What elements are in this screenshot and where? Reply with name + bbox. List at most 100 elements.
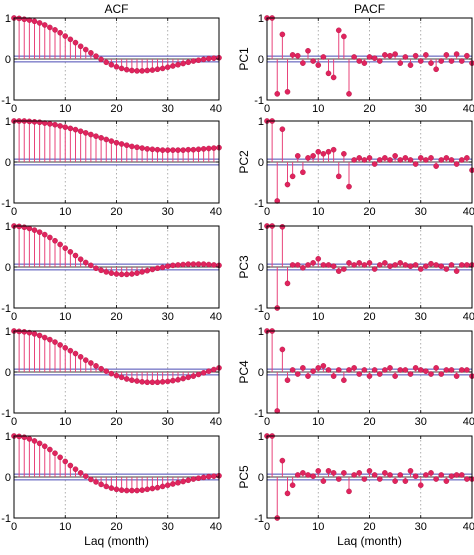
stem-marker [149, 67, 156, 73]
stem-marker [57, 342, 63, 348]
stem-marker [423, 263, 429, 269]
y-axis-label: PC3 [237, 255, 251, 279]
stem-marker [320, 262, 327, 268]
stem-marker [443, 52, 450, 58]
stem-marker [93, 53, 99, 59]
stem-marker [356, 470, 363, 476]
stem-marker [438, 58, 445, 64]
stem-marker [211, 145, 217, 151]
stem-marker [387, 472, 393, 478]
stem-marker [330, 373, 337, 379]
stem-marker [382, 52, 388, 58]
stem-marker [402, 478, 409, 484]
stem-marker [129, 271, 135, 277]
y-tick-label: -1 [254, 303, 264, 315]
stem-marker [139, 269, 145, 275]
stem-marker [341, 377, 347, 384]
stem-marker [31, 227, 38, 233]
stem-marker [108, 485, 115, 491]
stem-marker [443, 155, 450, 161]
x-tick-label: 10 [312, 416, 324, 428]
stem-marker [67, 347, 74, 354]
stem-marker [407, 468, 414, 474]
stem-marker [77, 256, 84, 263]
stem-marker [387, 52, 393, 59]
stem-marker [310, 58, 316, 64]
y-tick-label: -1 [1, 303, 11, 315]
stem-marker [341, 470, 347, 476]
stem-marker [453, 373, 460, 379]
stem-marker [274, 408, 281, 414]
stem-marker [180, 60, 186, 67]
y-tick-label: 0 [5, 367, 11, 379]
stem-marker [41, 22, 48, 28]
stem-marker [31, 119, 38, 125]
panel-title: PACF [354, 2, 385, 16]
stem-marker [310, 368, 316, 374]
stem-marker [284, 280, 291, 287]
stem-marker [103, 136, 110, 143]
stem-marker [305, 155, 311, 161]
stem-marker [284, 89, 291, 95]
stem-marker [62, 33, 69, 39]
x-tick-label: 40 [210, 416, 222, 428]
y-tick-label: 1 [258, 431, 264, 443]
stem-marker [300, 60, 306, 66]
stem-marker [279, 224, 286, 230]
stem-marker [52, 450, 58, 457]
x-tick-label: 0 [264, 416, 270, 428]
y-axis-label: PC1 [237, 47, 251, 71]
stem-marker [77, 43, 84, 50]
stem-marker [392, 478, 398, 484]
stem-marker [325, 367, 332, 373]
stem-marker [423, 157, 429, 163]
stem-marker [417, 266, 424, 272]
stem-marker [180, 261, 186, 268]
stem-marker [361, 367, 368, 373]
stem-marker [170, 481, 176, 487]
stem-marker [175, 61, 181, 68]
x-tick-label: 0 [264, 311, 270, 323]
stem-marker [464, 52, 470, 59]
x-tick-label: 30 [162, 416, 174, 428]
stem-marker [195, 57, 202, 64]
stem-marker [190, 373, 197, 379]
stem-marker [402, 262, 409, 268]
stem-marker [397, 367, 404, 373]
stem-marker [118, 141, 125, 147]
stem-marker [98, 267, 104, 274]
stem-marker [41, 231, 48, 238]
stem-marker [36, 440, 43, 447]
x-tick-label: 0 [11, 416, 17, 428]
stem-marker [407, 157, 414, 163]
stem-marker [325, 70, 332, 77]
stem-marker [144, 67, 151, 74]
x-tick-label: 20 [110, 103, 122, 115]
stem-marker [433, 163, 439, 169]
stem-marker [118, 374, 125, 381]
x-tick-label: 0 [264, 206, 270, 218]
x-axis-label: Laq (month) [337, 534, 402, 548]
stem-marker [185, 261, 192, 267]
stem-marker [134, 68, 140, 74]
x-tick-label: 30 [162, 311, 174, 323]
stem-marker [315, 62, 322, 68]
stem-marker [103, 368, 110, 374]
y-tick-label: 0 [258, 54, 264, 66]
stem-marker [149, 146, 156, 153]
stem-marker [108, 138, 115, 144]
stem-marker [294, 52, 301, 59]
stem-marker [149, 379, 156, 386]
stem-marker [164, 378, 171, 385]
stem-marker [170, 63, 176, 69]
stem-marker [72, 252, 79, 259]
stem-marker [205, 473, 212, 480]
stem-marker [88, 262, 94, 269]
stem-marker [453, 472, 460, 478]
stem-marker [113, 139, 120, 146]
stem-marker [118, 271, 125, 278]
stem-marker [77, 470, 84, 476]
stem-marker [159, 65, 166, 72]
stem-marker [72, 39, 79, 46]
stem-marker [274, 198, 281, 204]
